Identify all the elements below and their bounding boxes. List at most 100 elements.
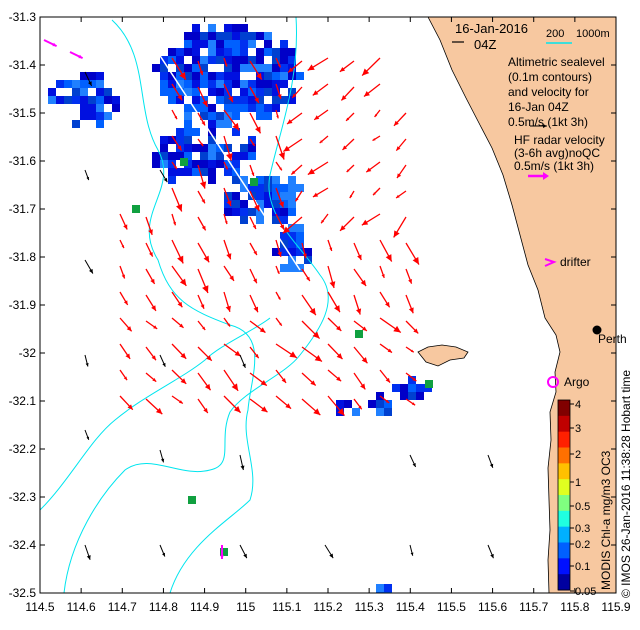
chlorophyll-pixel: [248, 208, 256, 216]
chlorophyll-pixel: [240, 200, 248, 208]
drifter-arrow-head: [52, 42, 57, 47]
chlorophyll-pixel: [240, 104, 248, 112]
hf-radar-arrow-head: [200, 304, 205, 309]
chlorophyll-pixel: [168, 168, 176, 176]
chlorophyll-pixel: [264, 40, 272, 48]
hf-radar-arrow-head: [228, 96, 233, 103]
hf-radar-arrow-head: [381, 274, 385, 278]
legend-altimetry-arrowhead: [543, 124, 547, 128]
hf-radar-arrow-head: [342, 145, 348, 150]
hf-radar-arrow-head: [152, 377, 157, 382]
chlorophyll-pixel: [368, 400, 376, 408]
chlorophyll-pixel: [184, 48, 192, 56]
chlorophyll-pixel: [208, 144, 216, 152]
colorbar-tick-label: 0.05: [575, 586, 596, 598]
hf-radar-arrow-head: [125, 353, 131, 359]
hf-radar-arrow-head: [226, 200, 232, 207]
chlorophyll-pixel: [272, 48, 280, 56]
hf-radar-arrow-head: [411, 402, 416, 406]
chlorophyll-pixel: [96, 104, 104, 112]
legend-hf-arrowhead: [543, 172, 549, 180]
chlorophyll-pixel: [48, 96, 56, 104]
hf-radar-arrow-head: [277, 64, 281, 68]
chlorophyll-pixel: [64, 96, 72, 104]
hf-radar-arrow-head: [278, 152, 285, 160]
chlorophyll-pixel: [232, 104, 240, 112]
hf-radar-arrow-head: [292, 93, 297, 98]
chlorophyll-pixel: [288, 200, 296, 208]
chlorophyll-pixel: [248, 104, 256, 112]
chlorophyll-pixel: [176, 152, 184, 160]
altimetry-arrow-head: [490, 553, 494, 559]
legend-perth: Perth: [598, 332, 627, 346]
drifter-icon: [544, 258, 557, 267]
chlorophyll-pixel: [184, 144, 192, 152]
chlorophyll-pixel: [232, 48, 240, 56]
lon-tick-label: 115.5: [437, 600, 466, 614]
chlorophyll-pixel: [240, 88, 248, 96]
lat-axis: -31.3 -31.4 -31.5 -31.6 -31.7 -31.8 -31.9 -32 -3…: [9, 10, 616, 600]
chlorophyll-pixel: [280, 72, 288, 80]
legend-hf-line: (3-6h avg)noQC: [514, 146, 600, 160]
chlorophyll-pixel: [176, 96, 184, 104]
hf-radar-arrow-head: [173, 221, 176, 226]
chlorophyll-pixel: [280, 240, 288, 248]
chlorophyll-pixel: [256, 200, 264, 208]
hf-radar-arrow-head: [372, 138, 376, 141]
hf-radar-arrow-head: [362, 68, 370, 76]
lon-tick-label: 115.4: [396, 600, 425, 614]
hf-radar-arrow-head: [306, 276, 310, 282]
chlorophyll-pixel: [176, 136, 184, 144]
chlorophyll-pixel: [216, 96, 224, 104]
lon-tick-label: 115.3: [355, 600, 384, 614]
lat-tick-label: -32.2: [9, 442, 37, 456]
colorbar-tick-label: 1: [575, 477, 581, 489]
colorbar-band: [558, 400, 570, 417]
chlorophyll-pixel: [288, 64, 296, 72]
chlorophyll-pixel: [160, 72, 168, 80]
chlorophyll-pixel: [232, 72, 240, 80]
chlorophyll-pixel: [232, 112, 240, 120]
hf-radar-arrow-head: [201, 121, 206, 126]
chlorophyll-pixel: [72, 96, 80, 104]
chlorophyll-pixel: [240, 40, 248, 48]
chlorophyll-pixel: [256, 80, 264, 88]
chlorophyll-pixel: [240, 216, 248, 224]
hf-radar-arrow-head: [393, 230, 400, 238]
chlorophyll-pixel: [88, 80, 96, 88]
chlorophyll-pixel: [200, 112, 208, 120]
altimetry-arrow-head: [87, 81, 92, 86]
chlorophyll-pixel: [168, 96, 176, 104]
hf-radar-arrow-head: [334, 305, 340, 313]
chlorophyll-pixel: [224, 64, 232, 72]
legend-drifter: drifter: [560, 255, 591, 269]
image-credit: © IMOS 26-Jan-2016 11:38:28 Hobart time: [619, 370, 633, 598]
colorbar-tick-label: 0.2: [575, 539, 590, 551]
lon-tick-label: 115.7: [519, 600, 548, 614]
colorbar-band: [558, 510, 570, 528]
hf-radar-arrow-head: [366, 167, 372, 173]
chlorophyll-pixel: [200, 80, 208, 88]
hf-radar-arrow-head: [313, 408, 321, 416]
chlorophyll-pixel: [264, 112, 272, 120]
chlorophyll-pixel: [240, 152, 248, 160]
hf-radar-arrow-head: [282, 226, 291, 234]
chlorophyll-pixel: [208, 112, 216, 120]
colorbar-band: [558, 415, 570, 433]
chlorophyll-pixel: [280, 248, 288, 256]
hf-radar-arrow-head: [253, 250, 257, 256]
altimetry-arrow-head: [162, 552, 166, 557]
hf-radar-arrow-head: [279, 224, 284, 230]
chlorophyll-pixel: [280, 208, 288, 216]
chlorophyll-pixel: [208, 168, 216, 176]
hf-radar-arrow-head: [319, 140, 323, 144]
lon-tick-label: 115.8: [560, 600, 589, 614]
lat-tick-label: -31.6: [9, 154, 37, 168]
chlorophyll-pixel: [272, 56, 280, 64]
colorbar-band: [558, 463, 570, 480]
chlorophyll-pixel: [224, 200, 232, 208]
chlorophyll-pixel: [280, 216, 288, 224]
hf-radar-arrow-head: [337, 408, 345, 416]
chlorophyll-pixel: [296, 248, 304, 256]
